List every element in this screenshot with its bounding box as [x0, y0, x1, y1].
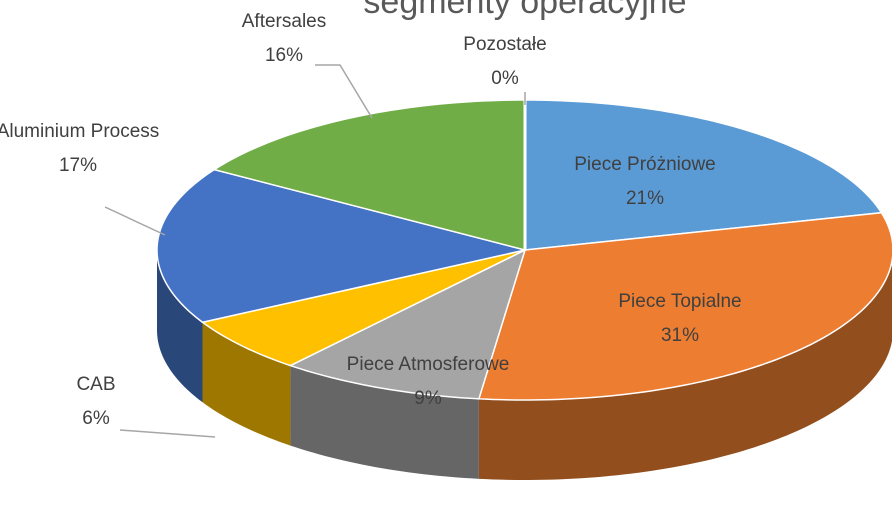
slice-side — [202, 322, 291, 446]
leader-line — [119, 429, 216, 438]
chart-title: segmenty operacyjne — [363, 0, 686, 21]
slice-value-label: 31% — [661, 325, 699, 346]
slice-value-label: 9% — [414, 388, 442, 409]
slice-value-label: 16% — [265, 45, 303, 66]
slice-side — [478, 260, 892, 480]
slice-label: CAB — [76, 374, 115, 395]
slice-value-label: 0% — [491, 68, 519, 89]
slice-value-label: 21% — [626, 188, 664, 209]
slice-label: Piece Topialne — [618, 291, 741, 312]
leader-line — [315, 64, 373, 119]
slice-label: Pozostałe — [463, 34, 546, 55]
pie-tops — [156, 99, 892, 401]
slice-label: Piece Próżniowe — [574, 154, 716, 175]
slice — [200, 249, 526, 367]
slice-value-label: 6% — [82, 408, 110, 429]
slice-label: Aftersales — [242, 11, 326, 32]
slice-label: Aluminium Process — [0, 121, 159, 142]
slice-label: Piece Atmosferowe — [347, 354, 510, 375]
slice — [212, 99, 526, 251]
slice-value-label: 17% — [59, 155, 97, 176]
slice-side — [290, 365, 479, 479]
slice — [288, 248, 527, 400]
slice — [156, 168, 526, 324]
slice — [477, 211, 892, 401]
slice — [524, 99, 883, 251]
pie-sides — [157, 250, 892, 480]
leader-line — [104, 206, 166, 236]
